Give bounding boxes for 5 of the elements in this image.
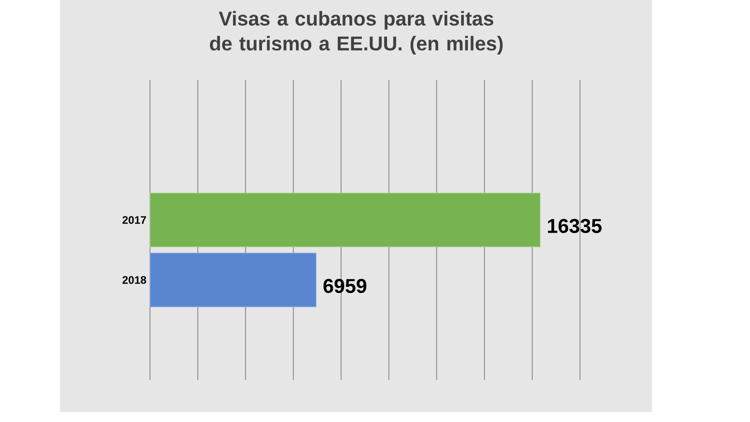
- y-tick-label: 2017: [122, 216, 146, 224]
- data-label: 6959: [324, 278, 366, 294]
- data-label: 16335: [548, 218, 602, 234]
- y-tick-label: 2018: [122, 276, 146, 284]
- chart-title: Visas a cubanos para visitas de turismo a EE.UU. (en miles): [210, 11, 503, 55]
